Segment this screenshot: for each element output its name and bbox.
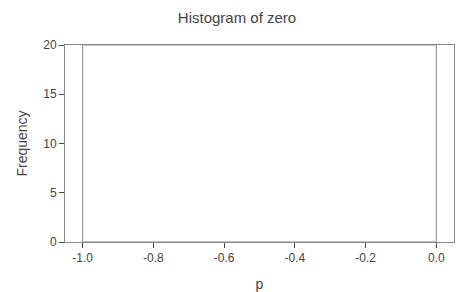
svg-text:0: 0 — [50, 235, 57, 249]
svg-text:-1.0: -1.0 — [72, 251, 93, 265]
svg-text:0.0: 0.0 — [428, 251, 445, 265]
svg-text:-0.6: -0.6 — [214, 251, 235, 265]
svg-text:-0.8: -0.8 — [143, 251, 164, 265]
svg-text:20: 20 — [43, 38, 57, 52]
svg-text:Frequency: Frequency — [14, 110, 30, 176]
svg-text:15: 15 — [43, 87, 57, 101]
svg-text:10: 10 — [43, 137, 57, 151]
svg-text:-0.2: -0.2 — [355, 251, 376, 265]
svg-text:-0.4: -0.4 — [285, 251, 306, 265]
svg-text:5: 5 — [50, 186, 57, 200]
svg-text:p: p — [256, 276, 264, 292]
svg-text:Histogram of zero: Histogram of zero — [178, 9, 296, 26]
